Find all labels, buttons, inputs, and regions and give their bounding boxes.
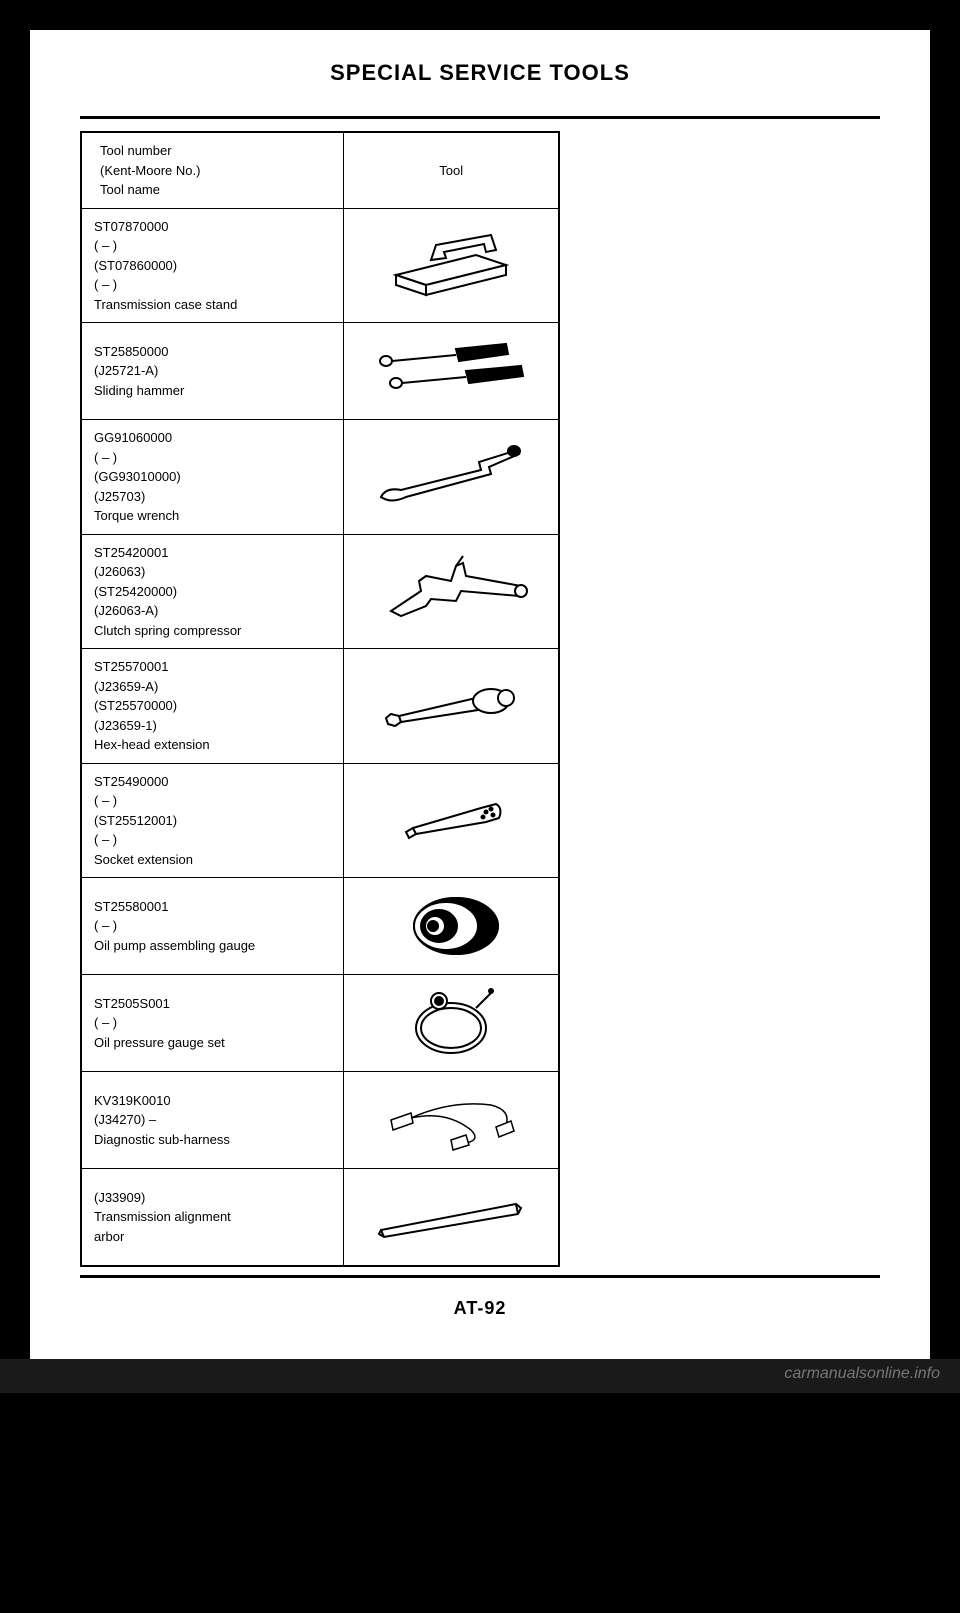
table-cell-image bbox=[344, 420, 559, 535]
table-cell-image bbox=[344, 1169, 559, 1267]
col-header-tool-number: Tool number (Kent-Moore No.) Tool name bbox=[81, 132, 344, 208]
oil-pump-gauge-icon bbox=[391, 886, 511, 966]
case-stand-icon bbox=[376, 230, 526, 300]
torque-wrench-icon bbox=[371, 442, 531, 512]
table-cell-name: ST25490000 ( – ) (ST25512001) ( – ) Sock… bbox=[81, 763, 344, 878]
table-row: ST2505S001 ( – ) Oil pressure gauge set bbox=[81, 975, 559, 1072]
table-row: ST25490000 ( – ) (ST25512001) ( – ) Sock… bbox=[81, 763, 559, 878]
tools-table: Tool number (Kent-Moore No.) Tool name T… bbox=[80, 131, 560, 1267]
table-cell-name: KV319K0010 (J34270) – Diagnostic sub-har… bbox=[81, 1072, 344, 1169]
header-line-3: Tool name bbox=[100, 180, 325, 200]
table-cell-name: ST25850000 (J25721-A) Sliding hammer bbox=[81, 323, 344, 420]
table-row: ST25850000 (J25721-A) Sliding hammer bbox=[81, 323, 559, 420]
hex-extension-icon bbox=[371, 676, 531, 736]
alignment-arbor-icon bbox=[366, 1192, 536, 1242]
page-title: SPECIAL SERVICE TOOLS bbox=[80, 60, 880, 86]
page-number: AT-92 bbox=[80, 1298, 880, 1319]
table-row: ST07870000 ( – ) (ST07860000) ( – ) Tran… bbox=[81, 208, 559, 323]
table-cell-name: ST2505S001 ( – ) Oil pressure gauge set bbox=[81, 975, 344, 1072]
table-cell-image bbox=[344, 649, 559, 764]
sliding-hammer-icon bbox=[371, 341, 531, 401]
table-cell-name: ST07870000 ( – ) (ST07860000) ( – ) Tran… bbox=[81, 208, 344, 323]
table-cell-image bbox=[344, 208, 559, 323]
table-cell-image bbox=[344, 323, 559, 420]
table-row: KV319K0010 (J34270) – Diagnostic sub-har… bbox=[81, 1072, 559, 1169]
table-cell-image bbox=[344, 763, 559, 878]
table-cell-name: ST25580001 ( – ) Oil pump assembling gau… bbox=[81, 878, 344, 975]
table-cell-image bbox=[344, 975, 559, 1072]
table-cell-name: ST25570001 (J23659-A) (ST25570000) (J236… bbox=[81, 649, 344, 764]
table-cell-image bbox=[344, 534, 559, 649]
divider-bottom bbox=[80, 1275, 880, 1278]
table-row: ST25580001 ( – ) Oil pump assembling gau… bbox=[81, 878, 559, 975]
header-line-1: Tool number bbox=[100, 141, 325, 161]
socket-extension-icon bbox=[381, 790, 521, 850]
table-cell-name: GG91060000 ( – ) (GG93010000) (J25703) T… bbox=[81, 420, 344, 535]
table-row: GG91060000 ( – ) (GG93010000) (J25703) T… bbox=[81, 420, 559, 535]
pressure-gauge-icon bbox=[391, 983, 511, 1063]
table-cell-name: ST25420001 (J26063) (ST25420000) (J26063… bbox=[81, 534, 344, 649]
col-header-tool: Tool bbox=[344, 132, 559, 208]
table-header-row: Tool number (Kent-Moore No.) Tool name T… bbox=[81, 132, 559, 208]
clutch-compressor-icon bbox=[371, 551, 531, 631]
table-cell-image bbox=[344, 1072, 559, 1169]
table-row: ST25420001 (J26063) (ST25420000) (J26063… bbox=[81, 534, 559, 649]
sub-harness-icon bbox=[371, 1085, 531, 1155]
table-row: ST25570001 (J23659-A) (ST25570000) (J236… bbox=[81, 649, 559, 764]
table-cell-image bbox=[344, 878, 559, 975]
table-cell-name: (J33909) Transmission alignment arbor bbox=[81, 1169, 344, 1267]
document-page: SPECIAL SERVICE TOOLS Tool number (Kent-… bbox=[30, 30, 930, 1359]
watermark-text: carmanualsonline.info bbox=[0, 1359, 960, 1393]
table-row: (J33909) Transmission alignment arbor bbox=[81, 1169, 559, 1267]
header-line-2: (Kent-Moore No.) bbox=[100, 161, 325, 181]
bottom-spacer bbox=[0, 1393, 960, 1613]
divider-top bbox=[80, 116, 880, 119]
